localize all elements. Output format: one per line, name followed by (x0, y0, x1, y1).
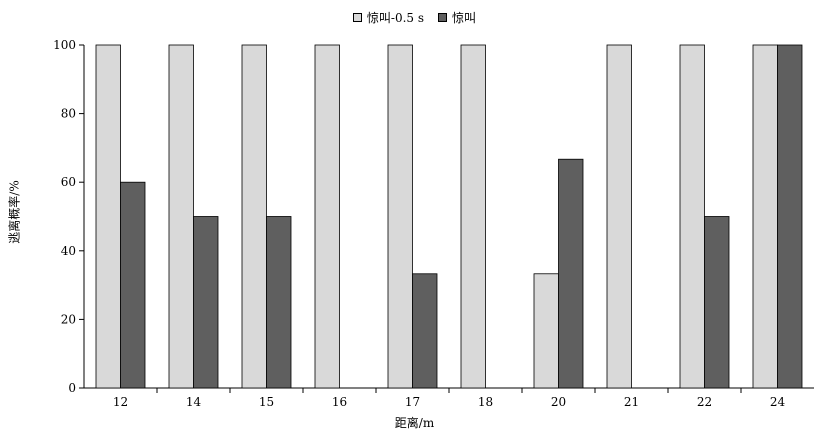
bar-series-1 (314, 44, 340, 389)
bar-series-1 (241, 44, 267, 389)
x-tick-label: 15 (259, 395, 274, 409)
x-tick-label: 14 (186, 395, 202, 409)
x-tick-label: 17 (405, 395, 420, 409)
y-tick-label: 40 (61, 244, 76, 258)
legend-label-series-1: 惊叫-0.5 s (366, 11, 425, 25)
bar-series-1 (387, 44, 413, 389)
y-tick-label: 80 (61, 107, 76, 121)
x-tick-label: 20 (551, 395, 566, 409)
y-tick-label: 100 (53, 38, 76, 52)
y-axis-label: 逃离概率/% (7, 180, 22, 244)
y-tick-label: 60 (61, 175, 76, 189)
legend-swatch-series-1 (352, 13, 362, 22)
x-tick-label: 22 (697, 395, 712, 409)
legend-swatch-series-2 (438, 13, 448, 22)
bar-series-2 (266, 216, 292, 389)
legend-item-series-2: 惊叫 (438, 9, 476, 26)
bar-series-2 (120, 181, 146, 389)
x-tick-label: 12 (113, 395, 128, 409)
legend-item-series-1: 惊叫-0.5 s (352, 9, 425, 26)
bar-series-1 (752, 44, 778, 389)
bar-series-2 (193, 216, 219, 389)
x-tick-label: 21 (624, 395, 639, 409)
bar-series-1 (95, 44, 121, 389)
bar-series-2 (412, 273, 438, 389)
bar-series-2 (777, 44, 803, 389)
x-tick-label: 16 (332, 395, 347, 409)
bar-series-1 (460, 44, 486, 389)
x-axis-label: 距离/m (394, 416, 435, 430)
x-tick-label: 24 (770, 395, 786, 409)
bar-series-1 (606, 44, 632, 389)
x-tick-label: 18 (478, 395, 493, 409)
bar-series-2 (558, 158, 584, 389)
legend: 惊叫-0.5 s 惊叫 (0, 9, 829, 26)
bar-series-1 (533, 273, 559, 389)
bar-series-1 (679, 44, 705, 389)
y-tick-label: 20 (61, 312, 76, 326)
bar-series-1 (168, 44, 194, 389)
y-tick-label: 0 (68, 381, 76, 395)
legend-label-series-2: 惊叫 (452, 11, 477, 25)
bar-series-2 (704, 216, 730, 389)
